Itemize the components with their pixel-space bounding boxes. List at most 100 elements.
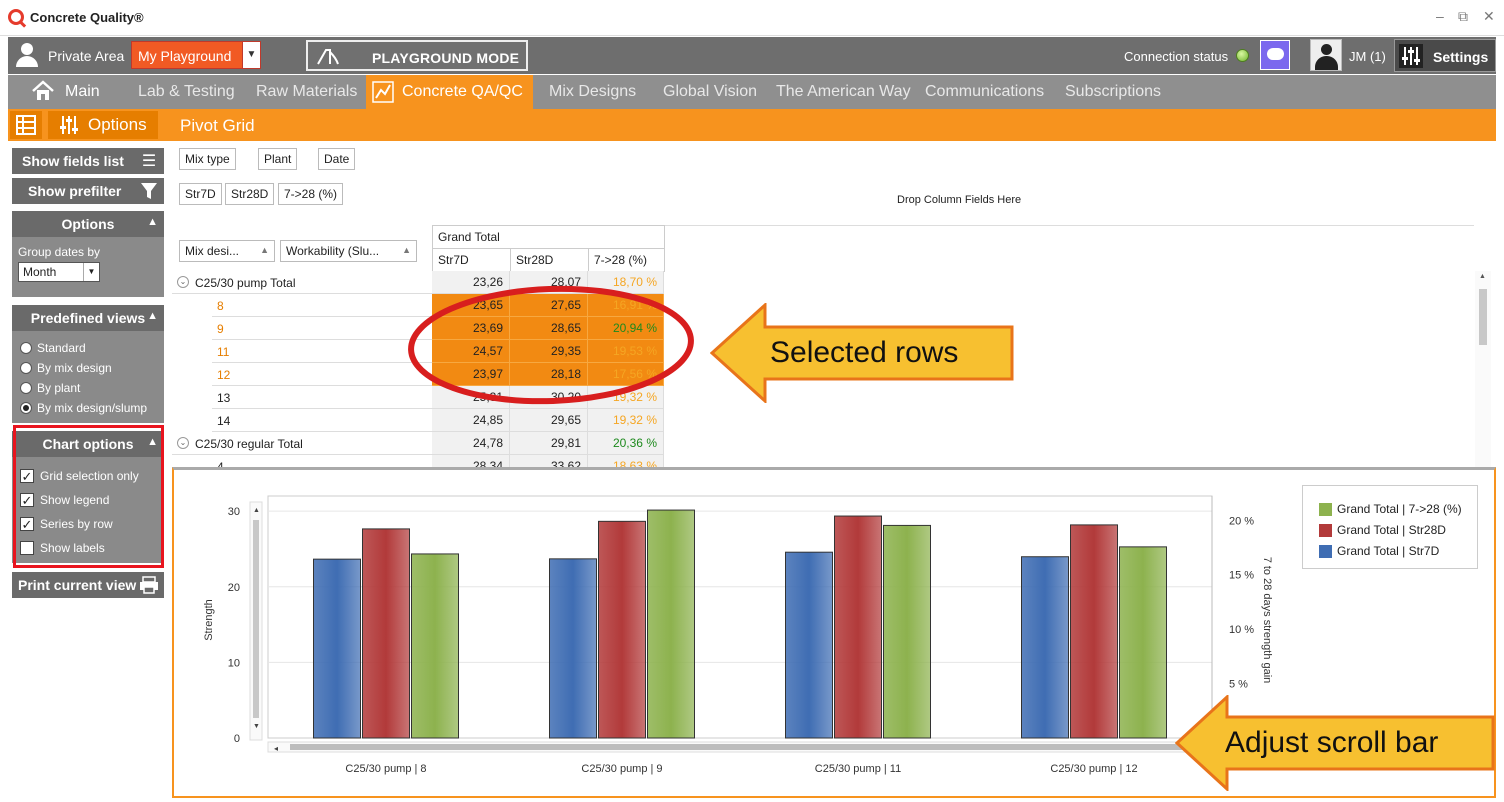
sort-up-icon[interactable]: ▲ [402, 245, 411, 255]
options-panel-header[interactable]: Options ▲ [12, 211, 164, 237]
close-icon[interactable]: ✕ [1483, 8, 1495, 24]
col-header-str28d[interactable]: Str28D [510, 248, 589, 272]
radio-selected-icon[interactable] [20, 402, 32, 414]
nav-subscriptions[interactable]: Subscriptions [1065, 83, 1162, 100]
view-by-mix-design-slump[interactable]: By mix design/slump [18, 399, 158, 419]
nav-raw-materials[interactable]: Raw Materials [256, 83, 358, 100]
pivot-cell[interactable]: 18,70 % [588, 271, 664, 294]
chevron-up-icon[interactable]: ▲ [147, 310, 158, 322]
view-by-mix-design[interactable]: By mix design [18, 359, 158, 379]
pivot-cell[interactable]: 19,53 % [588, 340, 664, 363]
pivot-cell[interactable]: 17,56 % [588, 363, 664, 386]
show-fields-button[interactable]: Show fields list ☰ [12, 148, 164, 174]
filter-field-mix-type[interactable]: Mix type [179, 148, 236, 170]
row-field-workability[interactable]: Workability (Slu... ▲ [280, 240, 417, 262]
pivot-cell[interactable]: 20,36 % [588, 432, 664, 455]
row-label[interactable]: 9 [217, 322, 224, 336]
chevron-up-icon[interactable]: ▲ [147, 216, 158, 228]
collapse-icon[interactable]: ⌄ [177, 437, 189, 449]
group-row-label[interactable]: C25/30 regular Total [195, 437, 303, 451]
checkbox-unchecked-icon[interactable] [20, 541, 34, 555]
nav-main[interactable]: Main [65, 83, 100, 100]
data-field-str7d[interactable]: Str7D [179, 183, 222, 205]
y2-tick-label: 5 % [1229, 679, 1248, 691]
filter-field-plant[interactable]: Plant [258, 148, 298, 170]
show-labels-checkbox[interactable]: Show labels [18, 537, 158, 561]
grid-selection-only-checkbox[interactable]: ✓ Grid selection only [18, 465, 158, 489]
user-name[interactable]: JM (1) [1349, 49, 1386, 64]
playground-select[interactable]: My Playground ▼ [131, 41, 261, 69]
chevron-down-icon[interactable]: ▼ [242, 42, 260, 68]
data-field-str28d[interactable]: Str28D [225, 183, 275, 205]
pivot-cell[interactable]: 28,18 [510, 363, 588, 386]
series-by-row-checkbox[interactable]: ✓ Series by row [18, 513, 158, 537]
chevron-down-icon[interactable]: ▼ [83, 263, 99, 281]
radio-icon[interactable] [20, 382, 32, 394]
minimize-icon[interactable]: – [1436, 8, 1444, 24]
row-field-mix-design[interactable]: Mix desi... ▲ [179, 240, 275, 262]
group-row-label[interactable]: C25/30 pump Total [195, 276, 296, 290]
private-area-label: Private Area [48, 48, 125, 64]
restore-icon[interactable]: ⧉ [1458, 8, 1468, 24]
pivot-cell[interactable]: 23,26 [432, 271, 510, 294]
checkbox-checked-icon[interactable]: ✓ [20, 517, 34, 532]
pivot-cell[interactable]: 24,85 [432, 409, 510, 432]
cloud-icon[interactable] [1260, 40, 1290, 70]
nav-lab-testing[interactable]: Lab & Testing [138, 83, 235, 100]
pivot-cell[interactable]: 20,94 % [588, 317, 664, 340]
pivot-cell[interactable]: 24,78 [432, 432, 510, 455]
print-current-view-button[interactable]: Print current view [12, 572, 164, 598]
show-prefilter-button[interactable]: Show prefilter [12, 178, 164, 204]
grid-view-button[interactable] [10, 111, 42, 139]
pivot-cell[interactable]: 28,65 [510, 317, 588, 340]
nav-american-way[interactable]: The American Way [776, 83, 911, 100]
chevron-up-icon[interactable]: ▲ [147, 436, 158, 448]
nav-mix-designs[interactable]: Mix Designs [549, 83, 637, 100]
filter-field-date[interactable]: Date [318, 148, 356, 170]
radio-icon[interactable] [20, 362, 32, 374]
pivot-cell[interactable]: 23,69 [432, 317, 510, 340]
group-dates-select[interactable]: Month ▼ [18, 262, 100, 282]
options-button[interactable]: Options [48, 111, 158, 139]
avatar[interactable] [1310, 39, 1342, 71]
playground-mode-button[interactable]: PLAYGROUND MODE [306, 40, 528, 71]
data-field-gain[interactable]: 7->28 (%) [278, 183, 344, 205]
predefined-views-header[interactable]: Predefined views ▲ [12, 305, 164, 331]
row-label[interactable]: 13 [217, 391, 231, 405]
row-label[interactable]: 14 [217, 414, 231, 428]
sort-up-icon[interactable]: ▲ [260, 245, 269, 255]
legend-item-gain[interactable]: Grand Total | 7->28 (%) [1319, 502, 1462, 516]
show-legend-checkbox[interactable]: ✓ Show legend [18, 489, 158, 513]
legend-item-str7d[interactable]: Grand Total | Str7D [1319, 544, 1439, 558]
pivot-cell[interactable]: 19,32 % [588, 409, 664, 432]
pivot-vertical-scrollbar[interactable]: ▲ [1475, 271, 1491, 467]
scroll-up-icon[interactable]: ▲ [1479, 273, 1486, 280]
pivot-cell[interactable]: 29,81 [510, 432, 588, 455]
nav-communications[interactable]: Communications [925, 83, 1045, 100]
row-field-workability-label: Workability (Slu... [286, 244, 380, 258]
row-label[interactable]: 11 [217, 345, 230, 359]
pivot-cell[interactable]: 29,65 [510, 409, 588, 432]
settings-button[interactable]: Settings [1394, 39, 1496, 72]
pivot-cell[interactable]: 24,57 [432, 340, 510, 363]
checkbox-checked-icon[interactable]: ✓ [20, 493, 34, 508]
row-label[interactable]: 8 [217, 299, 224, 313]
row-label[interactable]: 12 [217, 368, 231, 382]
pivot-cell[interactable]: 23,97 [432, 363, 510, 386]
chart-options-header[interactable]: Chart options ▲ [12, 431, 164, 457]
col-header-str7d[interactable]: Str7D [432, 248, 511, 272]
x-tick-label: C25/30 pump | 11 [815, 763, 901, 775]
view-standard[interactable]: Standard [18, 339, 158, 359]
collapse-icon[interactable]: ⌄ [177, 276, 189, 288]
col-header-gain[interactable]: 7->28 (%) [588, 248, 665, 272]
drop-column-fields-zone[interactable]: Drop Column Fields Here [897, 194, 1022, 206]
nav-concrete-qa-qc[interactable]: Concrete QA/QC [366, 75, 533, 109]
pivot-cell[interactable]: 29,35 [510, 340, 588, 363]
pivot-cell[interactable]: 27,65 [510, 294, 588, 317]
nav-global-vision[interactable]: Global Vision [663, 83, 757, 100]
view-by-plant[interactable]: By plant [18, 379, 158, 399]
radio-icon[interactable] [20, 342, 32, 354]
legend-item-str28d[interactable]: Grand Total | Str28D [1319, 523, 1446, 537]
checkbox-checked-icon[interactable]: ✓ [20, 469, 34, 484]
pivot-scroll-thumb[interactable] [1479, 289, 1487, 345]
